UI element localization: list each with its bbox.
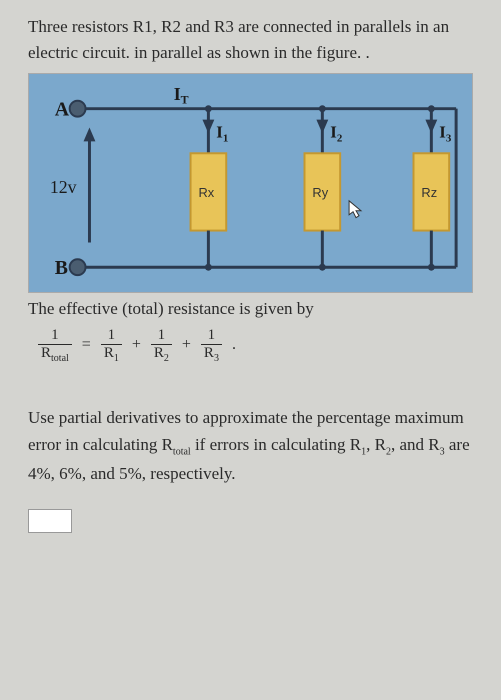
cursor-icon [349, 201, 361, 218]
terminal-a [70, 101, 86, 117]
formula: 1 Rtotal = 1 R1 + 1 R2 + 1 R3 . [38, 327, 473, 364]
answer-input[interactable] [28, 509, 72, 533]
frac-r3: 1 R3 [201, 327, 222, 364]
label-a: A [55, 99, 70, 121]
terminal-b [70, 259, 86, 275]
label-it-sub: T [181, 93, 189, 107]
label-ry: Ry [312, 185, 328, 200]
question-paragraph: Use partial derivatives to approximate t… [28, 404, 473, 488]
svg-text:I3: I3 [439, 122, 452, 144]
label-it: I [174, 84, 181, 104]
circuit-diagram: A B 12v IT I1 Rx I2 [28, 73, 473, 293]
label-i3-sub: 3 [446, 132, 452, 144]
circuit-svg: A B 12v IT I1 Rx I2 [29, 74, 472, 292]
label-b: B [55, 257, 68, 279]
intro-paragraph: Three resistors R1, R2 and R3 are connec… [28, 14, 473, 65]
label-i1-sub: 1 [223, 132, 228, 144]
frac-lhs: 1 Rtotal [38, 327, 72, 364]
label-i2-sub: 2 [337, 132, 342, 144]
effective-resistance-text: The effective (total) resistance is give… [28, 299, 473, 319]
frac-r1: 1 R1 [101, 327, 122, 364]
problem-page: Three resistors R1, R2 and R3 are connec… [0, 0, 501, 700]
svg-text:I1: I1 [216, 122, 228, 144]
label-rz: Rz [421, 185, 437, 200]
label-12v: 12v [50, 177, 77, 197]
label-rx: Rx [198, 185, 214, 200]
svg-text:I2: I2 [330, 122, 342, 144]
frac-r2: 1 R2 [151, 327, 172, 364]
svg-text:IT: IT [174, 84, 189, 107]
